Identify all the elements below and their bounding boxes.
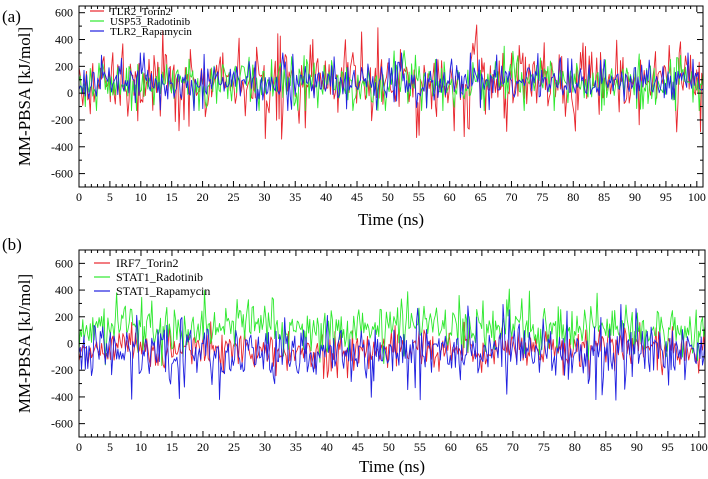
x-tick-label: 5 xyxy=(107,190,113,204)
series-line-TLR2_Torin2 xyxy=(79,24,703,140)
x-tick-label: 70 xyxy=(507,440,519,454)
x-tick-label: 35 xyxy=(289,190,301,204)
y-tick-label: -200 xyxy=(51,363,73,377)
y-tick-label: 400 xyxy=(55,33,73,47)
x-tick-label: 50 xyxy=(383,440,395,454)
x-tick-label: 40 xyxy=(321,440,333,454)
x-tick-label: 70 xyxy=(505,190,517,204)
x-tick-label: 5 xyxy=(107,440,113,454)
x-tick-label: 45 xyxy=(352,440,364,454)
x-tick-label: 25 xyxy=(227,190,239,204)
x-tick-label: 0 xyxy=(76,190,82,204)
x-tick-label: 40 xyxy=(320,190,332,204)
y-tick-label: -400 xyxy=(51,140,73,154)
x-tick-label: 95 xyxy=(660,190,672,204)
y-tick-label: -600 xyxy=(51,167,73,181)
x-tick-label: 75 xyxy=(536,190,548,204)
y-tick-label: 0 xyxy=(67,337,73,351)
y-tick-label: -600 xyxy=(51,417,73,431)
panel-label: (a) xyxy=(2,7,21,26)
x-tick-label: 45 xyxy=(351,190,363,204)
x-tick-label: 65 xyxy=(475,190,487,204)
y-tick-label: -200 xyxy=(51,113,73,127)
y-tick-label: -400 xyxy=(51,390,73,404)
panel-1: 0 5 10 15 20 25 30 35 40 45 50 55 60 65 70 75 80 85 90 95 10… xyxy=(2,235,708,476)
legend-entry: USP53_Radotinib xyxy=(110,16,191,28)
x-axis-title: Time (ns) xyxy=(358,210,424,229)
legend-entry: STAT1_Rapamycin xyxy=(116,284,210,298)
y-axis-title: MM-PBSA [kJ/mol] xyxy=(15,274,34,413)
x-tick-label: 20 xyxy=(197,440,209,454)
x-tick-label: 80 xyxy=(567,190,579,204)
plot-frame xyxy=(78,5,704,188)
y-tick-label: 200 xyxy=(55,59,73,73)
x-tick-label: 0 xyxy=(76,440,82,454)
x-tick-label: 20 xyxy=(197,190,209,204)
legend-entry: TLR2_Torin2 xyxy=(110,6,171,18)
x-tick-label: 50 xyxy=(382,190,394,204)
x-tick-label: 80 xyxy=(569,440,581,454)
x-tick-label: 60 xyxy=(445,440,457,454)
x-tick-label: 100 xyxy=(688,190,706,204)
series-line-TLR2_Rapamycin xyxy=(79,52,703,112)
x-tick-label: 90 xyxy=(629,190,641,204)
x-tick-label: 90 xyxy=(631,440,643,454)
x-tick-label: 10 xyxy=(135,190,147,204)
y-tick-label: 600 xyxy=(55,6,73,20)
x-tick-label: 15 xyxy=(166,190,178,204)
x-tick-label: 15 xyxy=(166,440,178,454)
series-line-STAT1_Rapamycin xyxy=(79,303,705,401)
x-tick-label: 85 xyxy=(600,440,612,454)
x-tick-label: 85 xyxy=(598,190,610,204)
y-tick-label: 0 xyxy=(67,86,73,100)
x-tick-label: 25 xyxy=(228,440,240,454)
x-tick-label: 10 xyxy=(135,440,147,454)
x-tick-label: 30 xyxy=(258,190,270,204)
x-tick-label: 95 xyxy=(662,440,674,454)
y-axis-title: MM-PBSA [kJ/mol] xyxy=(15,27,34,166)
y-tick-label: 600 xyxy=(55,256,73,270)
legend-entry: IRF7_Torin2 xyxy=(116,256,179,270)
x-tick-label: 30 xyxy=(259,440,271,454)
y-tick-label: 200 xyxy=(55,310,73,324)
x-tick-label: 65 xyxy=(476,440,488,454)
legend-entry: STAT1_Radotinib xyxy=(116,270,203,284)
y-tick-label: 400 xyxy=(55,283,73,297)
x-tick-label: 35 xyxy=(290,440,302,454)
x-tick-label: 75 xyxy=(538,440,550,454)
legend-entry: TLR2_Rapamycin xyxy=(110,26,192,38)
x-tick-label: 55 xyxy=(414,440,426,454)
x-axis-title: Time (ns) xyxy=(359,457,425,476)
x-tick-label: 100 xyxy=(690,440,708,454)
panel-0: 0 5 10 15 20 25 30 35 40 45 50 55 60 65 70 75 80 85 90 95 10… xyxy=(2,5,706,229)
x-tick-label: 60 xyxy=(444,190,456,204)
panel-label: (b) xyxy=(2,235,22,254)
x-tick-label: 55 xyxy=(413,190,425,204)
